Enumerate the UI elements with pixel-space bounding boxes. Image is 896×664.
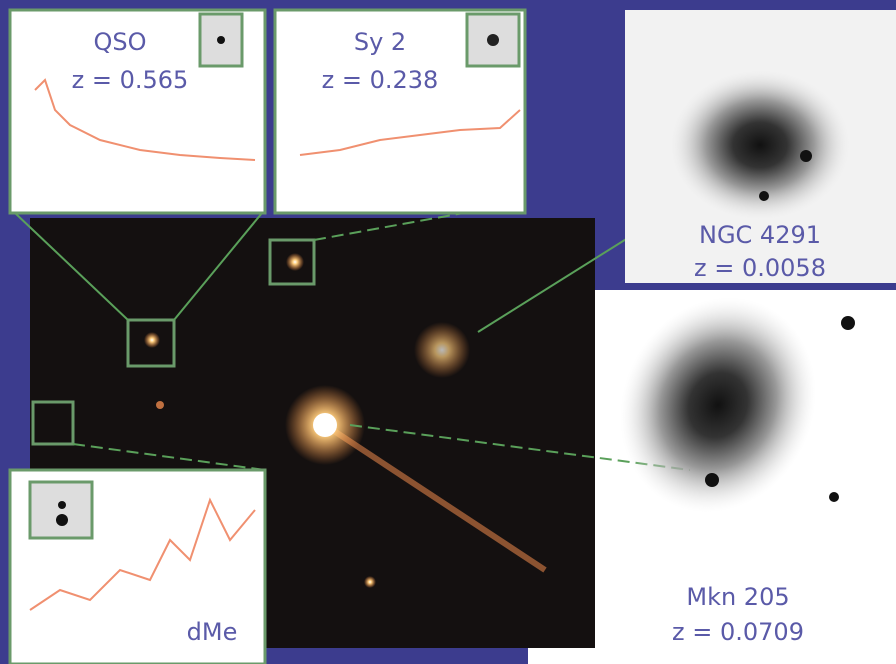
ngc-panel: NGC 4291 z = 0.0058 — [625, 10, 896, 283]
ngc-redshift: z = 0.0058 — [694, 254, 826, 282]
dme-panel: dMe — [10, 470, 265, 664]
qso-name: QSO — [93, 28, 146, 56]
composite-figure: QSO z = 0.565 Sy 2 z = 0.238 NGC 4291 z … — [0, 0, 896, 664]
qso-redshift: z = 0.565 — [72, 66, 189, 94]
sy2-name: Sy 2 — [354, 28, 406, 56]
sy2-panel: Sy 2 z = 0.238 — [275, 10, 525, 213]
mkn-redshift: z = 0.0709 — [672, 618, 804, 646]
dme-name: dMe — [187, 618, 238, 646]
sy2-redshift: z = 0.238 — [322, 66, 439, 94]
mkn-name: Mkn 205 — [686, 583, 789, 611]
qso-panel: QSO z = 0.565 — [10, 10, 265, 213]
ngc-name: NGC 4291 — [699, 221, 821, 249]
